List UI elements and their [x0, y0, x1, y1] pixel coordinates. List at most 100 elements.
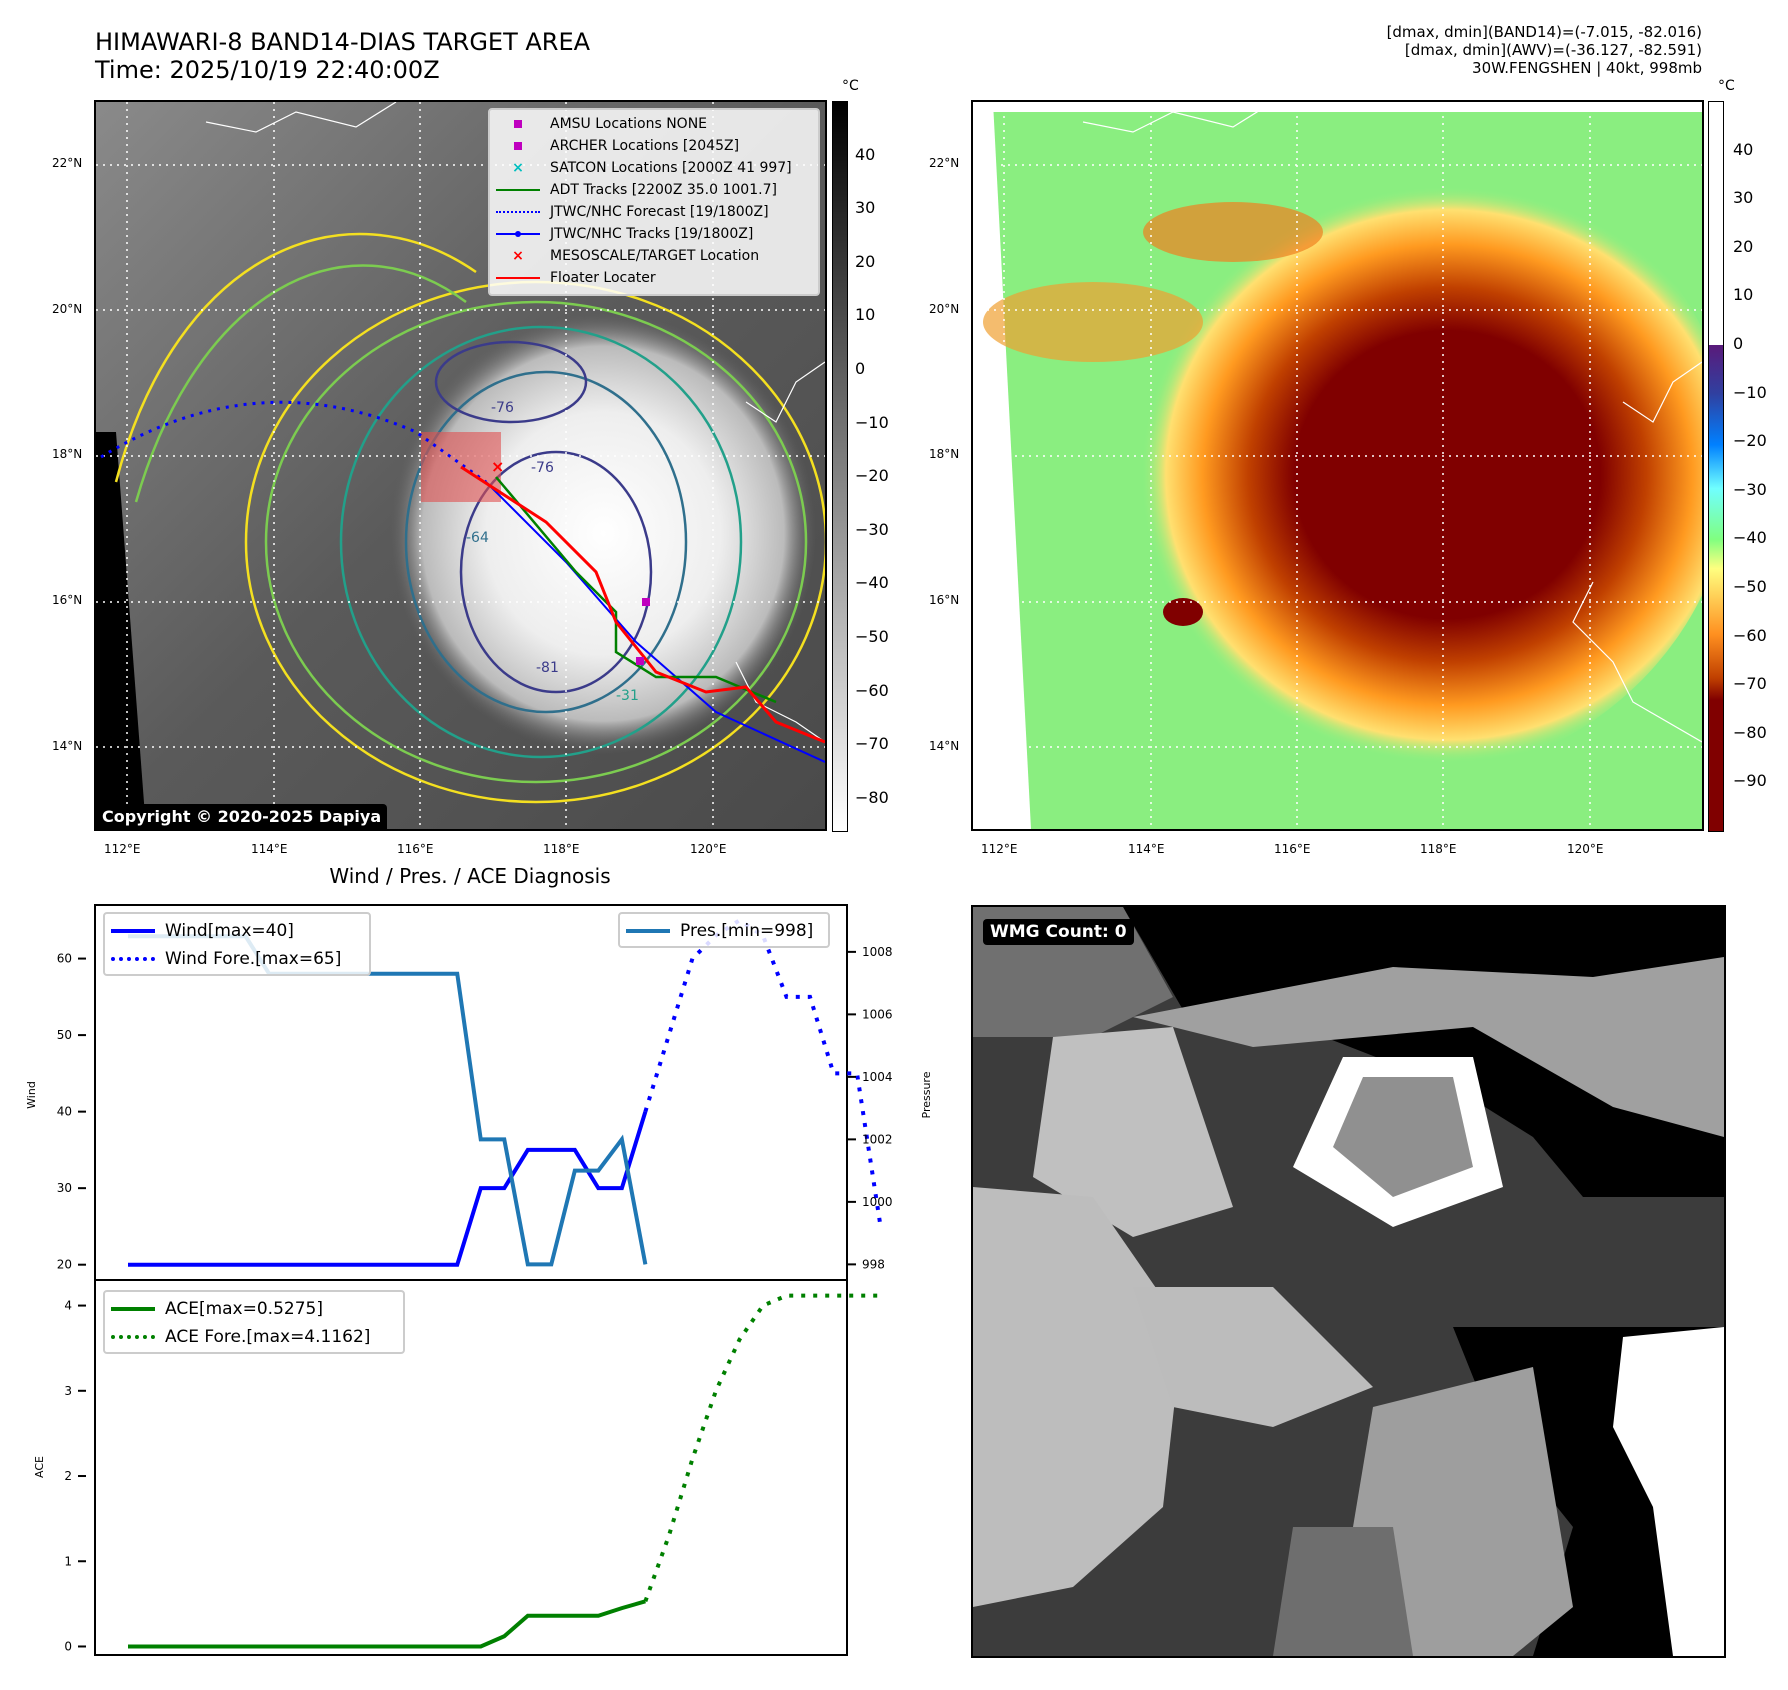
- ace-tick: 0: [64, 1639, 72, 1653]
- chart-title: HIMAWARI-8 BAND14-DIAS TARGET AREA: [95, 28, 591, 56]
- contour-label: -76: [491, 400, 514, 416]
- lat-tick: 22°N: [52, 156, 83, 170]
- wind-axis-label: Wind: [25, 1081, 38, 1109]
- colorbar-tick: −40: [1733, 528, 1767, 548]
- wind-tick: 50: [57, 1028, 72, 1042]
- ace-tick: 3: [64, 1384, 72, 1398]
- legend-item-satcon: × SATCON Locations [2000Z 41 997]: [512, 160, 792, 176]
- legend-label: Wind Fore.[max=65]: [165, 949, 342, 969]
- archer-marker: [642, 598, 650, 606]
- colorbar-tick: −10: [855, 412, 889, 432]
- legend-label: Floater Locater: [550, 270, 656, 286]
- colorbar-tick: 30: [855, 198, 876, 218]
- colorbar-tick: −60: [855, 680, 889, 700]
- contour-label: -64: [466, 530, 489, 546]
- colorbar-tick: −90: [1733, 771, 1767, 791]
- lon-tick: 118°E: [543, 842, 580, 856]
- ace-axis-label: ACE: [33, 1456, 46, 1478]
- wind-legend: Wind[max=40] Wind Fore.[max=65]: [103, 912, 371, 976]
- awv-map: [971, 100, 1704, 831]
- legend-item-jtwc-tracks: JTWC/NHC Tracks [19/1800Z]: [496, 223, 812, 245]
- colorbar-tick: 0: [855, 359, 866, 378]
- legend-label: MESOSCALE/TARGET Location: [550, 248, 760, 264]
- map-legend: AMSU Locations NONE ARCHER Locations [20…: [488, 108, 820, 296]
- lon-tick: 118°E: [1420, 842, 1457, 856]
- legend-label: ARCHER Locations [2045Z]: [550, 138, 740, 154]
- target-marker-icon: ×: [491, 457, 504, 476]
- wind-tick: 40: [57, 1105, 72, 1119]
- lon-tick: 116°E: [1274, 842, 1311, 856]
- pressure-tick: 1000: [862, 1195, 893, 1209]
- pressure-tick: 998: [862, 1257, 885, 1271]
- pressure-tick: 1002: [862, 1132, 893, 1146]
- lat-tick: 20°N: [929, 302, 960, 316]
- colorbar-tick: 40: [855, 144, 876, 164]
- legend-item-adt: ADT Tracks [2200Z 35.0 1001.7]: [496, 179, 812, 201]
- legend-item-ace: ACE[max=0.5275]: [111, 1295, 397, 1323]
- legend-label: SATCON Locations [2000Z 41 997]: [550, 160, 792, 176]
- colorbar-unit: °C: [842, 78, 859, 94]
- colorbar-tick: 40: [1733, 139, 1754, 159]
- colorbar-tick: −10: [1733, 382, 1767, 402]
- colorbar-tick: 20: [1733, 236, 1754, 256]
- lat-tick: 16°N: [929, 593, 960, 607]
- info-awv-range: [dmax, dmin](AWV)=(-36.127, -82.591): [1404, 41, 1702, 59]
- lat-tick: 14°N: [52, 739, 83, 753]
- ace-forecast-line: [643, 1293, 881, 1602]
- lon-tick: 112°E: [104, 842, 141, 856]
- legend-label: JTWC/NHC Tracks [19/1800Z]: [550, 226, 754, 242]
- legend-item-amsu: AMSU Locations NONE: [496, 113, 812, 135]
- lat-tick: 14°N: [929, 739, 960, 753]
- colorbar-tick: −60: [1733, 625, 1767, 645]
- colorbar-tick: 20: [855, 251, 876, 271]
- chart-time: Time: 2025/10/19 22:40:00Z: [95, 56, 440, 84]
- wind-forecast-line: [643, 917, 883, 1227]
- legend-item-floater: Floater Locater: [496, 267, 812, 289]
- wind-line: [128, 1111, 648, 1267]
- wmg-image: [973, 907, 1724, 1656]
- copyright-label: Copyright © 2020-2025 Dapiya: [96, 804, 388, 829]
- colorbar-tick: −40: [855, 573, 889, 593]
- colorbar-tick: −30: [855, 519, 889, 539]
- lon-tick: 116°E: [397, 842, 434, 856]
- colorbar-tick: 10: [1733, 285, 1754, 305]
- colorbar-tick: 10: [855, 305, 876, 325]
- lat-tick: 18°N: [52, 447, 83, 461]
- legend-label: Pres.[min=998]: [680, 921, 814, 941]
- legend-item-jtwc-forecast: JTWC/NHC Forecast [19/1800Z]: [496, 201, 812, 223]
- legend-label: AMSU Locations NONE: [550, 116, 708, 132]
- wind-tick: 30: [57, 1181, 72, 1195]
- colorbar-tick: 0: [1733, 334, 1744, 353]
- floater-track: [460, 465, 825, 744]
- colorbar-unit: °C: [1718, 78, 1735, 94]
- colorbar-tick: −80: [1733, 722, 1767, 742]
- legend-label: ADT Tracks [2200Z 35.0 1001.7]: [550, 182, 777, 198]
- band14-map: × -76 -76 -81 -31 -64 AMSU Locations NON…: [94, 100, 827, 831]
- contour-label: -76: [531, 460, 554, 476]
- pressure-tick: 1006: [862, 1007, 893, 1021]
- lat-tick: 22°N: [929, 156, 960, 170]
- colorbar-tick: −50: [1733, 577, 1767, 596]
- lon-tick: 112°E: [981, 842, 1018, 856]
- legend-label: ACE[max=0.5275]: [165, 1299, 323, 1319]
- ace-legend: ACE[max=0.5275] ACE Fore.[max=4.1162]: [103, 1290, 405, 1354]
- awv-map-image: [973, 102, 1702, 829]
- pressure-tick: 1004: [862, 1070, 893, 1084]
- coastline: [205, 102, 825, 743]
- legend-item-wind: Wind[max=40]: [111, 917, 363, 945]
- ace-tick: 1: [64, 1554, 72, 1568]
- pressure-legend: Pres.[min=998]: [618, 912, 830, 948]
- wmg-panel: WMG Count: 0: [971, 905, 1726, 1658]
- info-storm: 30W.FENGSHEN | 40kt, 998mb: [1472, 59, 1702, 77]
- colorbar-tick: −20: [855, 466, 889, 486]
- lon-tick: 120°E: [1567, 842, 1604, 856]
- legend-item-pressure: Pres.[min=998]: [626, 917, 822, 945]
- colorbar-tick: −70: [1733, 674, 1767, 694]
- colorbar-tick: 30: [1733, 188, 1754, 208]
- wmg-count-label: WMG Count: 0: [983, 919, 1134, 945]
- archer-marker: [636, 657, 644, 665]
- legend-label: ACE Fore.[max=4.1162]: [165, 1327, 371, 1347]
- awv-colorbar: [1708, 101, 1724, 832]
- legend-item-wind-forecast: Wind Fore.[max=65]: [111, 945, 363, 973]
- info-band14-range: [dmax, dmin](BAND14)=(-7.015, -82.016): [1386, 23, 1702, 41]
